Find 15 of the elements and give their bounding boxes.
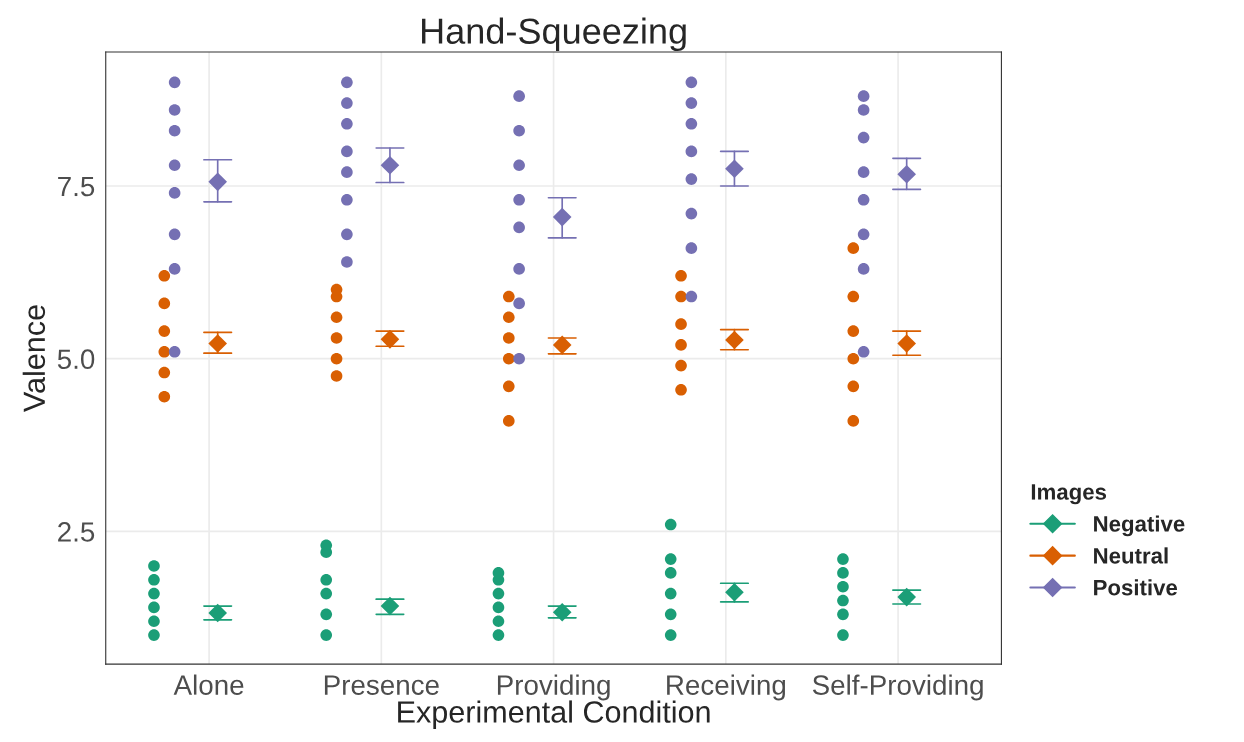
y-tick-label: 7.5: [58, 176, 95, 197]
legend-title: Images: [1031, 484, 1107, 505]
legend-label: Negative: [1094, 515, 1185, 537]
x-tick-label: Presence: [324, 675, 439, 695]
x-axis-title: Experimental Condition: [398, 700, 710, 729]
x-tick-label: Self-Providing: [812, 674, 983, 701]
x-tick-label: Providing: [497, 674, 610, 701]
y-tick-label: 5.0: [57, 349, 95, 370]
legend-label: Neutral: [1094, 547, 1168, 564]
x-tick-label: Alone: [173, 674, 244, 695]
chart-title: Hand-Squeezing: [422, 17, 686, 52]
legend-label: Positive: [1094, 579, 1178, 596]
y-tick-label: 2.5: [58, 522, 95, 542]
x-tick-label: Receiving: [667, 674, 786, 701]
y-axis-title: Valence: [22, 305, 46, 412]
